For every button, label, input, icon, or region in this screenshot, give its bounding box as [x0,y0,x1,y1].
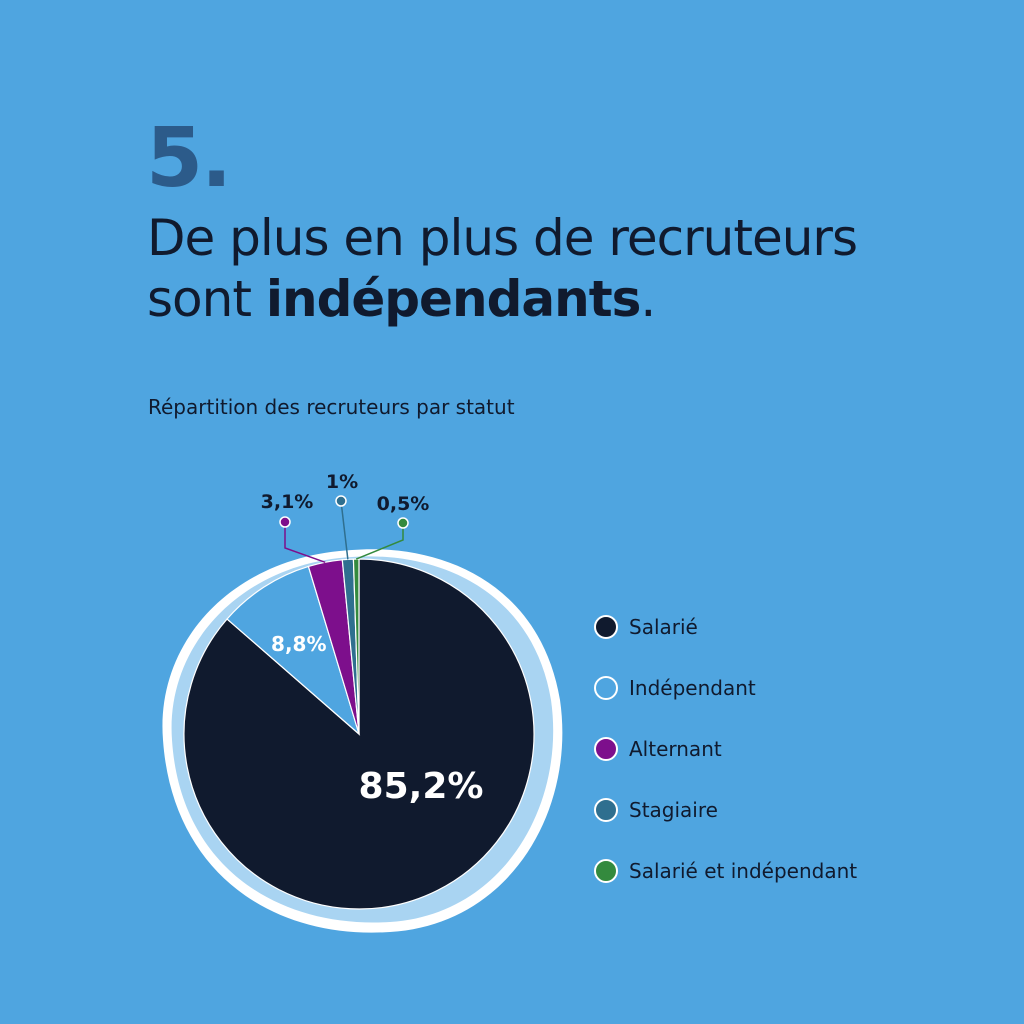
data-label-stagiaire: 1% [326,471,358,493]
legend-item-stagiaire: Stagiaire [594,779,857,840]
data-label-independant: 8,8% [271,632,326,656]
legend-label: Indépendant [629,675,756,700]
chart-legend: Salarié Indépendant Alternant Stagiaire Sala… [594,596,857,901]
legend-label: Alternant [629,736,722,761]
pie-labels: 85,2% 8,8% 3,1% 1% 0,5% [261,471,484,807]
legend-item-salarie-et-independant: Salarié et indépendant [594,840,857,901]
legend-label: Salarié [629,614,698,639]
headline-line-2: sont [147,270,266,328]
data-label-salarie-et-independant: 0,5% [377,493,430,515]
legend-item-independant: Indépendant [594,657,857,718]
legend-item-alternant: Alternant [594,718,857,779]
callout-line-alternant [284,522,326,564]
page-title: De plus en plus de recruteurs sont indép… [147,208,907,330]
legend-swatch [594,675,618,700]
legend-swatch [594,736,618,761]
section-number: 5. [146,111,232,206]
data-label-alternant: 3,1% [261,491,314,513]
callout-dot-stagiaire [335,495,347,507]
legend-swatch [594,797,618,822]
headline-period: . [640,270,656,328]
headline-line-1: De plus en plus de recruteurs [147,209,858,267]
legend-item-salarie: Salarié [594,596,857,657]
legend-swatch [594,614,618,639]
pie-slice-independant [226,565,361,736]
data-label-salarie: 85,2% [359,766,484,807]
pie-slice-salarie-et-independant [352,558,360,735]
chart-title: Répartition des recruteurs par statut [148,395,515,419]
headline-emphasis: indépendants [265,270,642,328]
pie-slices [183,558,535,910]
callout-line-stagiaire [340,500,349,560]
callout-dot-alternant [279,516,291,528]
legend-swatch [594,858,618,883]
callout-dot-salarie-et-independant [397,517,409,529]
legend-label: Stagiaire [629,797,718,822]
legend-label: Salarié et indépendant [629,858,858,883]
